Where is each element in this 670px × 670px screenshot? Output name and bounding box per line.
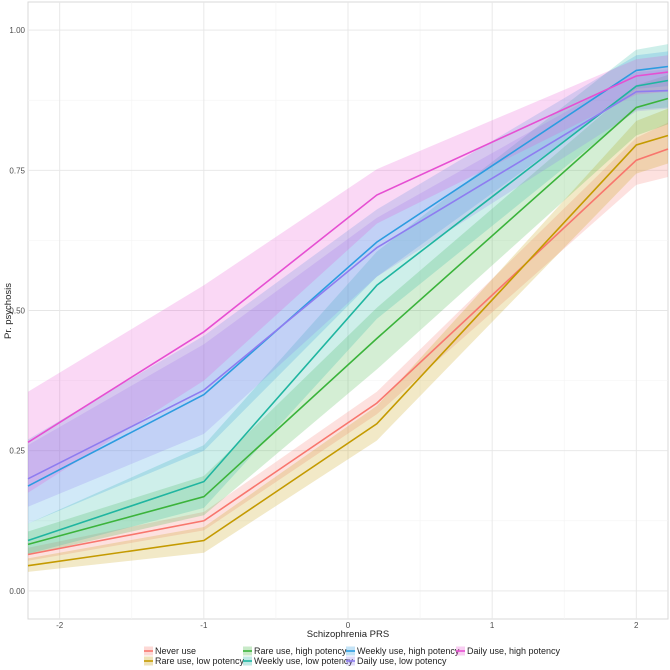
confidence-band <box>28 74 668 556</box>
legend-item: Rare use, high potency <box>243 646 347 656</box>
x-tick-label: 1 <box>490 621 495 630</box>
legend-label: Daily use, low potency <box>357 656 447 666</box>
legend-label: Weekly use, high potency <box>357 646 460 656</box>
series-line <box>27 97 669 546</box>
legend-item: Weekly use, high potency <box>346 646 460 656</box>
y-axis-title: Pr. psychosis <box>3 283 14 339</box>
y-tick-label: 0.50 <box>9 307 25 316</box>
y-tick-label: 0.75 <box>9 166 25 175</box>
legend-label: Weekly use, low potency <box>254 656 353 666</box>
legend-label: Never use <box>155 646 196 656</box>
series-lines <box>27 65 669 567</box>
legend-label: Daily use, high potency <box>467 646 561 656</box>
legend-item: Never use <box>144 646 196 656</box>
legend-item: Weekly use, low potency <box>243 656 353 666</box>
x-axis-title: Schizophrenia PRS <box>307 629 389 640</box>
y-tick-label: 0.25 <box>9 447 25 456</box>
y-tick-label: 0.00 <box>9 587 25 596</box>
x-tick-label: 2 <box>634 621 639 630</box>
legend-item: Rare use, low potency <box>144 656 245 666</box>
y-tick-label: 1.00 <box>9 26 25 35</box>
x-tick-label: 0 <box>346 621 351 630</box>
legend-label: Rare use, high potency <box>254 646 347 656</box>
x-tick-label: -1 <box>200 621 208 630</box>
x-axis-ticks: -2 -1 0 1 2 <box>56 621 639 630</box>
y-axis-ticks: 0.00 0.25 0.50 0.75 1.00 <box>9 26 25 596</box>
series-line <box>27 134 669 567</box>
legend-item: Daily use, low potency <box>346 656 447 666</box>
series-line <box>27 65 669 487</box>
series-line <box>27 148 669 556</box>
series-line <box>27 79 669 542</box>
confidence-band <box>28 44 668 554</box>
confidence-band <box>28 55 668 493</box>
x-tick-label: -2 <box>56 621 64 630</box>
series-line <box>27 71 669 443</box>
legend-item: Daily use, high potency <box>456 646 561 656</box>
series-line <box>27 89 669 480</box>
gridlines <box>28 2 668 619</box>
legend-label: Rare use, low potency <box>155 656 245 666</box>
